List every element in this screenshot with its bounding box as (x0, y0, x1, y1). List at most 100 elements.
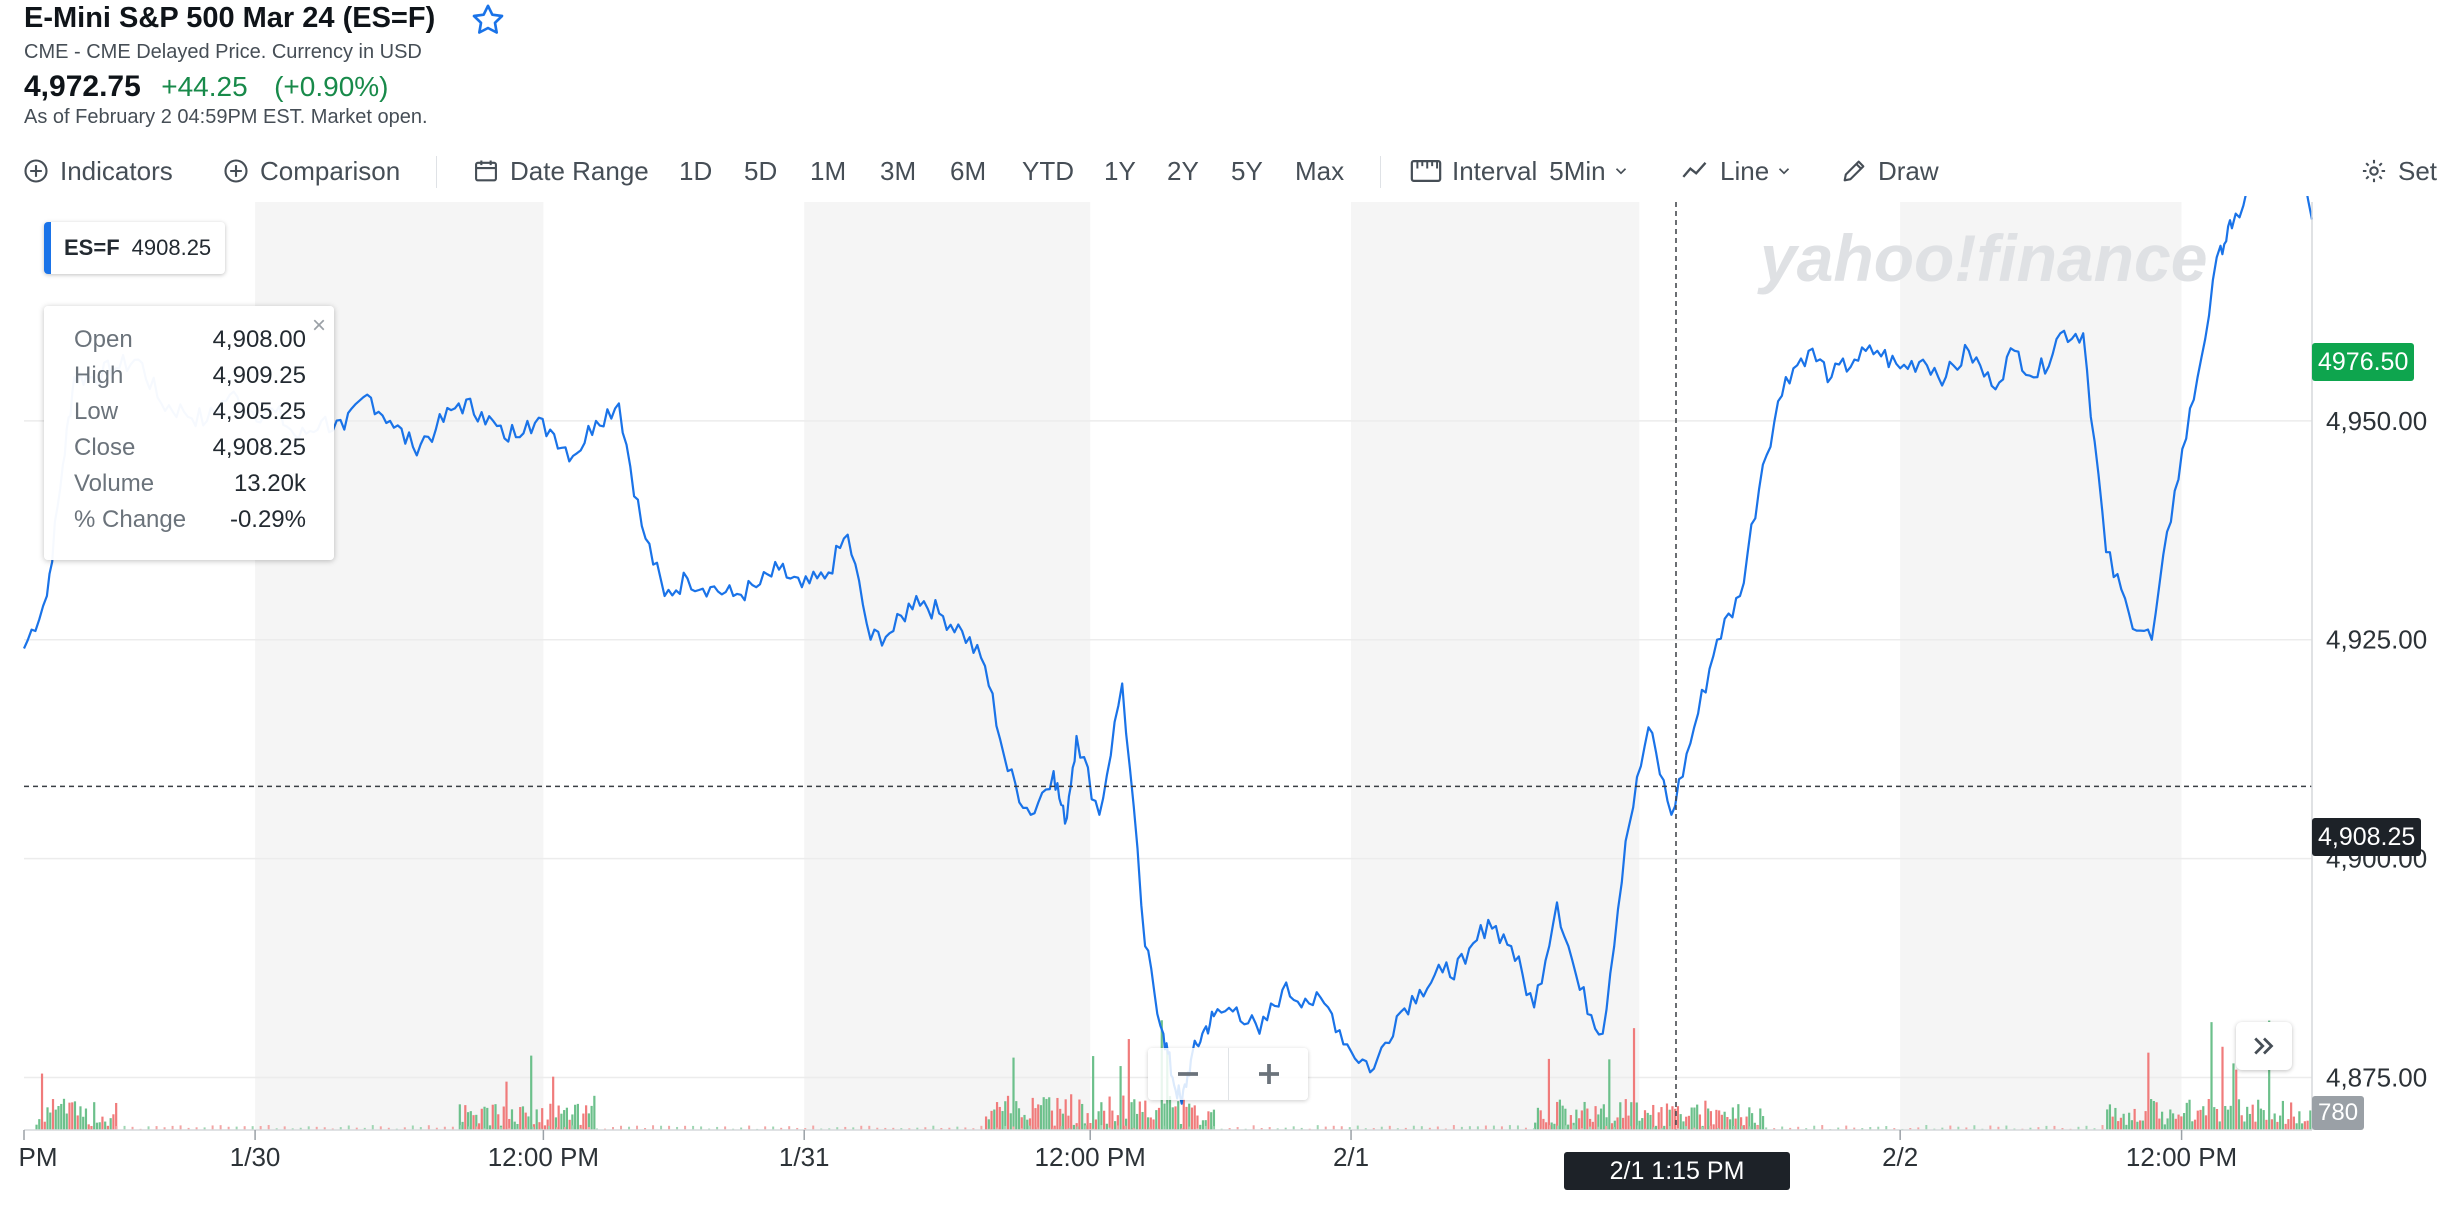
volume-bar (1997, 1126, 2000, 1130)
range-1m[interactable]: 1M (810, 155, 847, 186)
volume-bar (1635, 1102, 1638, 1130)
volume-bar (2301, 1123, 2304, 1130)
volume-bar (1989, 1125, 1992, 1130)
volume-bar (1516, 1125, 1519, 1130)
date-range-button[interactable]: Date Range (472, 150, 649, 192)
volume-bar (549, 1103, 552, 1130)
volume-bar (1332, 1125, 1335, 1130)
volume-bar (644, 1127, 647, 1130)
volume-bar (507, 1127, 510, 1130)
volume-bar (2279, 1115, 2282, 1130)
volume-bar (1885, 1126, 1888, 1130)
range-5y[interactable]: 5Y (1231, 155, 1263, 186)
range-1y[interactable]: 1Y (1104, 155, 1136, 186)
volume-bar (2155, 1102, 2158, 1130)
volume-bar (684, 1125, 687, 1130)
volume-bar (1061, 1113, 1065, 1130)
volume-bar (1316, 1125, 1319, 1130)
volume-bar (1698, 1114, 1702, 1130)
volume-bar (1036, 1127, 1039, 1130)
range-max[interactable]: Max (1295, 155, 1345, 186)
settings-button[interactable]: Set (2360, 150, 2437, 192)
volume-bar (1613, 1120, 1616, 1130)
volume-bar (700, 1126, 703, 1130)
volume-bar (1201, 1120, 1205, 1130)
draw-button[interactable]: Draw (1840, 150, 1939, 192)
volume-bar (2292, 1116, 2295, 1130)
volume-bar (1012, 1057, 1015, 1130)
range-5d[interactable]: 5D (744, 155, 778, 186)
indicators-button[interactable]: Indicators (22, 150, 173, 192)
volume-bar (1492, 1125, 1495, 1130)
volume-bar (916, 1127, 919, 1130)
series-legend[interactable]: ES=F 4908.25 (44, 222, 226, 274)
volume-bar (1677, 1127, 1680, 1130)
volume-bar (1182, 1098, 1185, 1130)
volume-bar (587, 1113, 590, 1130)
tooltip-label: % Change (74, 506, 187, 533)
volume-bar (235, 1126, 238, 1130)
volume-bar (1114, 1121, 1117, 1130)
volume-bar (1737, 1104, 1740, 1130)
volume-bar (1037, 1104, 1040, 1130)
volume-bar (1534, 1122, 1537, 1130)
session-shade (804, 202, 1091, 1130)
volume-bar (451, 1126, 454, 1130)
volume-bar (554, 1117, 558, 1130)
volume-bar (1210, 1112, 1213, 1130)
volume-bar (2224, 1106, 2227, 1130)
volume-bar (2171, 1113, 2175, 1130)
volume-max-tag: 780 (2312, 1096, 2365, 1130)
volume-bar (491, 1104, 494, 1130)
volume-bar (480, 1108, 483, 1130)
x-tick-label: PM (19, 1142, 58, 1172)
volume-bar (1105, 1123, 1108, 1130)
volume-bar (2202, 1106, 2205, 1130)
price-change-percent: (+0.90%) (274, 71, 389, 102)
volume-bar (227, 1126, 230, 1130)
close-icon[interactable]: × (311, 312, 326, 339)
chart-type-dropdown[interactable]: Line (1680, 150, 1793, 192)
chart-type-label: Line (1720, 155, 1770, 186)
interval-dropdown[interactable]: Interval 5Min (1410, 150, 1630, 192)
price-chart[interactable]: yahoo!finance 4,875.004,900.004,925.004,… (0, 196, 2440, 1214)
volume-bar (1588, 1126, 1591, 1130)
volume-bar (1468, 1126, 1471, 1130)
volume-bar (1542, 1118, 1545, 1130)
volume-bar (620, 1125, 623, 1130)
volume-bar (1665, 1103, 1669, 1130)
volume-bar (203, 1127, 206, 1130)
range-6m[interactable]: 6M (950, 155, 987, 186)
range-3m[interactable]: 3M (880, 155, 917, 186)
volume-bar (2298, 1111, 2301, 1130)
comparison-button[interactable]: Comparison (222, 150, 400, 192)
volume-bar (1564, 1125, 1567, 1130)
tooltip-value: 4,908.00 (212, 326, 306, 353)
volume-bar (2169, 1109, 2172, 1130)
zoom-in-button[interactable] (1228, 1048, 1309, 1100)
range-2y[interactable]: 2Y (1167, 155, 1199, 186)
volume-bar (1149, 1117, 1152, 1130)
volume-bar (1805, 1128, 1808, 1130)
volume-bar (546, 1119, 549, 1130)
volume-bar (2029, 1127, 2032, 1130)
volume-bar (892, 1127, 895, 1130)
last-price-tag: 4976.50 (2312, 343, 2415, 381)
volume-bar (1284, 1127, 1287, 1130)
volume-bar (1006, 1095, 1010, 1130)
watchlist-star-icon[interactable] (468, 0, 508, 40)
range-1d[interactable]: 1D (679, 155, 713, 186)
toolbar-divider (436, 156, 437, 188)
volume-bar (1017, 1108, 1021, 1130)
scroll-to-latest-button[interactable] (2236, 1022, 2292, 1070)
volume-bar (477, 1123, 481, 1130)
volume-bar (2237, 1099, 2241, 1130)
volume-bar (2037, 1127, 2040, 1130)
volume-bar (1174, 1106, 1177, 1130)
tooltip-label: High (74, 362, 124, 389)
volume-bar (1693, 1107, 1696, 1130)
range-ytd[interactable]: YTD (1022, 155, 1074, 186)
zoom-out-button[interactable] (1148, 1048, 1228, 1100)
volume-bar (95, 1122, 99, 1130)
volume-bar (1236, 1127, 1239, 1130)
